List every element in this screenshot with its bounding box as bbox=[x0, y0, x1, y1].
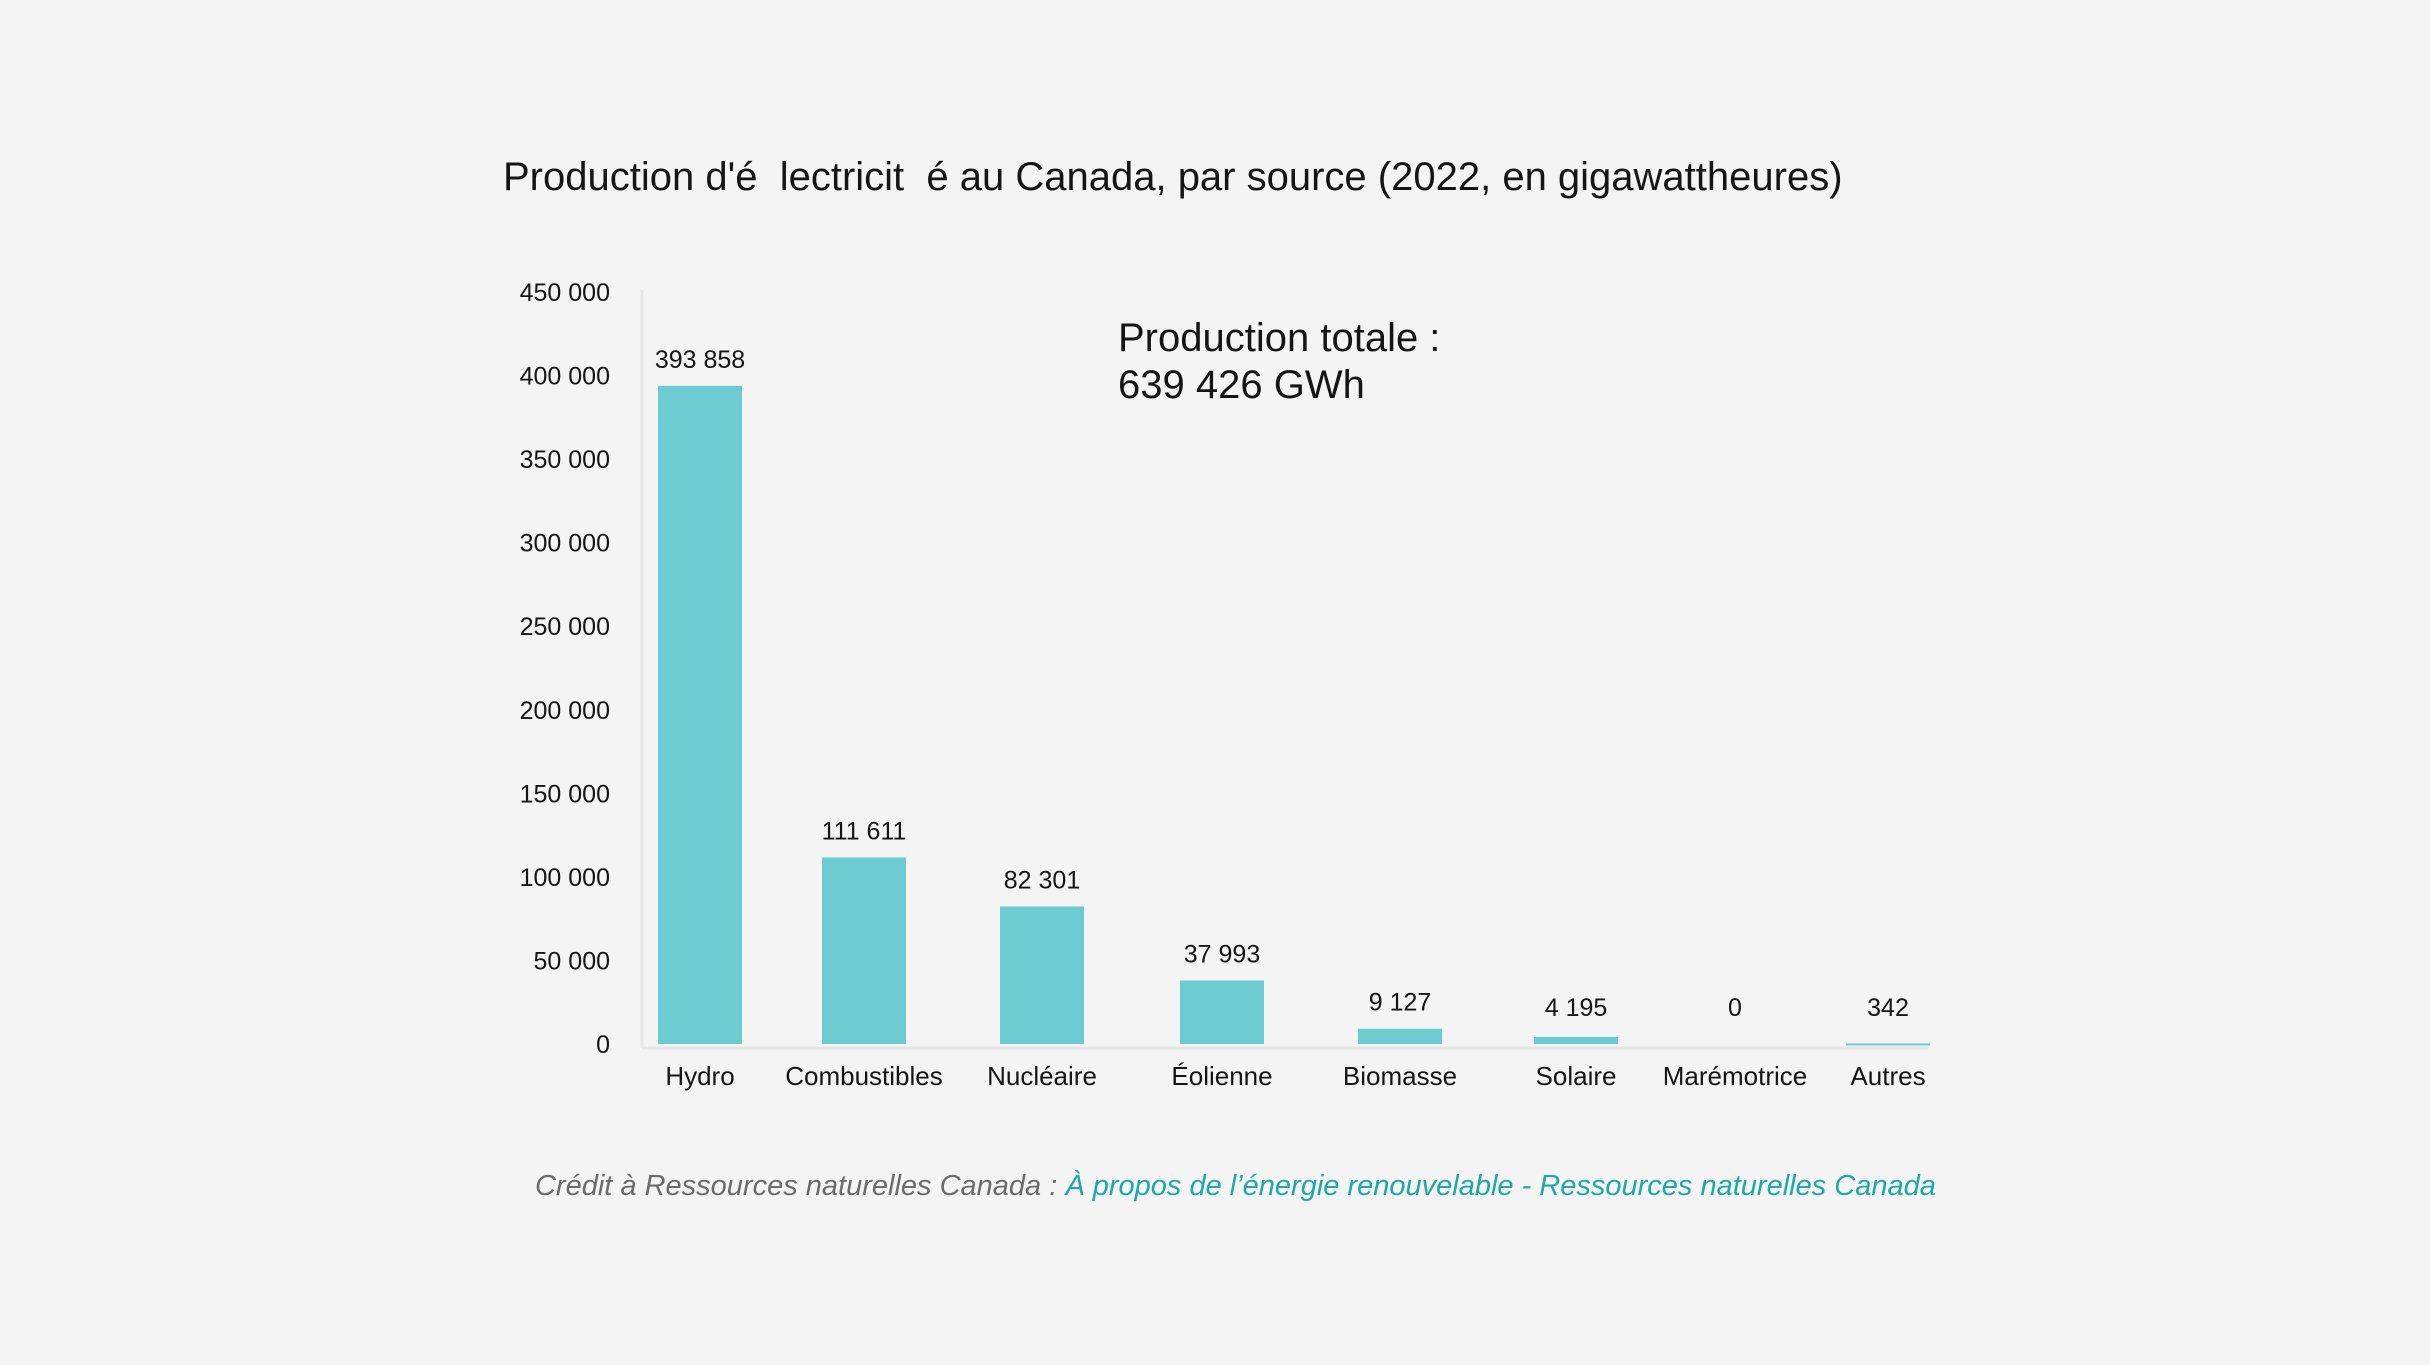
value-label: 9 127 bbox=[1369, 989, 1432, 1017]
y-tick-label: 300 000 bbox=[520, 530, 610, 558]
x-tick-label: Marémotrice bbox=[1663, 1061, 1807, 1091]
value-label: 0 bbox=[1728, 994, 1742, 1022]
bars bbox=[658, 385, 1930, 1046]
x-tick-label: Solaire bbox=[1536, 1061, 1617, 1091]
chart-title: Production d'é lectricit é au Canada, pa… bbox=[503, 155, 1843, 199]
bar-hydro bbox=[658, 385, 742, 1044]
credit-prefix: Crédit à Ressources naturelles Canada : bbox=[535, 1170, 1066, 1202]
bar-autres bbox=[1846, 1043, 1930, 1046]
credit-line: Crédit à Ressources naturelles Canada : … bbox=[535, 1170, 1936, 1203]
bar-nucléaire bbox=[1000, 906, 1084, 1044]
value-label: 393 858 bbox=[655, 346, 745, 374]
x-tick-label: Biomasse bbox=[1343, 1061, 1457, 1091]
bar-biomasse bbox=[1358, 1028, 1442, 1044]
x-tick-label: Hydro bbox=[665, 1061, 734, 1091]
y-tick-label: 400 000 bbox=[520, 363, 610, 391]
x-tick-label: Autres bbox=[1850, 1061, 1925, 1091]
value-label: 82 301 bbox=[1004, 866, 1080, 894]
total-production-annotation: Production totale : 639 426 GWh bbox=[1118, 315, 1440, 409]
value-labels: 393 858 111 611 82 301 37 993 9 127 4 195 0 342 bbox=[655, 346, 1909, 1022]
credit-link[interactable]: À propos de l’énergie renouvelable - Res… bbox=[1065, 1170, 1936, 1202]
y-tick-label: 100 000 bbox=[520, 864, 610, 892]
y-tick-label: 0 bbox=[596, 1031, 610, 1059]
y-tick-label: 150 000 bbox=[520, 780, 610, 808]
value-label: 111 611 bbox=[822, 817, 907, 845]
bar-éolienne bbox=[1180, 980, 1264, 1044]
value-label: 4 195 bbox=[1545, 994, 1608, 1022]
y-tick-label: 450 000 bbox=[520, 279, 610, 307]
total-production-value: 639 426 GWh bbox=[1118, 363, 1365, 407]
bar-solaire bbox=[1534, 1036, 1618, 1044]
x-tick-label: Éolienne bbox=[1171, 1061, 1272, 1091]
total-production-label: Production totale : bbox=[1118, 316, 1441, 360]
x-tick-label: Nucléaire bbox=[987, 1061, 1097, 1091]
y-tick-label: 50 000 bbox=[534, 947, 610, 975]
value-label: 37 993 bbox=[1184, 941, 1260, 969]
x-axis-labels: Hydro Combustibles Nucléaire Éolienne Biomas… bbox=[665, 1061, 1925, 1091]
y-tick-label: 200 000 bbox=[520, 697, 610, 725]
bar-combustibles bbox=[822, 857, 906, 1044]
x-tick-label: Combustibles bbox=[785, 1061, 943, 1091]
value-label: 342 bbox=[1867, 994, 1909, 1022]
y-axis-ticks: 0 50 000 100 000 150 000 200 000 250 000 300 0… bbox=[520, 279, 610, 1059]
y-tick-label: 250 000 bbox=[520, 613, 610, 641]
y-tick-label: 350 000 bbox=[520, 446, 610, 474]
